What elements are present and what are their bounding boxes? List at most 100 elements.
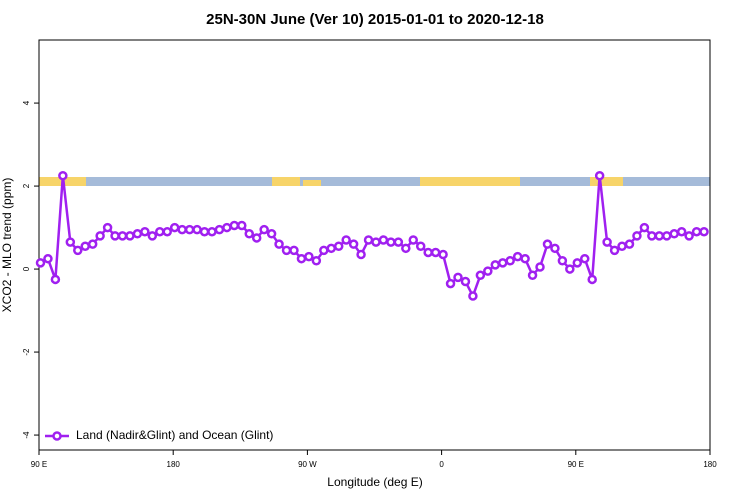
data-point xyxy=(110,231,120,241)
data-point xyxy=(311,256,322,266)
data-point xyxy=(50,274,61,285)
data-point xyxy=(281,245,292,256)
data-point xyxy=(632,231,642,241)
data-point xyxy=(684,231,694,241)
data-point xyxy=(102,222,113,233)
data-point xyxy=(95,231,105,241)
data-point xyxy=(647,231,657,241)
data-point xyxy=(699,226,709,237)
y-tick-label: 0 xyxy=(22,266,31,271)
data-point xyxy=(199,226,210,237)
data-point xyxy=(415,241,426,251)
data-point xyxy=(565,264,575,274)
plot-frame xyxy=(38,39,711,451)
data-point xyxy=(542,239,553,249)
data-point xyxy=(169,222,180,233)
land-ocean-strip xyxy=(39,177,710,186)
data-point xyxy=(662,231,672,241)
data-point xyxy=(490,260,501,270)
x-tick-label: 180 xyxy=(167,460,181,469)
data-point xyxy=(177,224,187,235)
data-point xyxy=(155,226,165,237)
data-point xyxy=(617,241,627,251)
data-point xyxy=(251,233,262,243)
data-point xyxy=(497,258,508,268)
x-tick-label: 180 xyxy=(703,460,717,469)
data-point xyxy=(132,229,143,239)
data-point xyxy=(572,258,583,268)
data-point xyxy=(266,229,277,239)
data-point xyxy=(58,170,68,181)
data-point xyxy=(505,256,515,266)
data-point xyxy=(512,251,523,262)
data-point xyxy=(386,237,396,247)
data-point xyxy=(460,276,471,287)
data-point xyxy=(602,237,612,247)
data-point xyxy=(244,229,254,239)
y-axis-label: XCO2 - MLO trend (ppm) xyxy=(0,178,14,313)
y-tick-label: -2 xyxy=(22,348,31,356)
data-point xyxy=(691,226,702,237)
data-point xyxy=(624,239,635,249)
data-point xyxy=(356,249,366,260)
data-point xyxy=(43,253,53,264)
y-tick-label: 4 xyxy=(22,100,31,105)
data-point xyxy=(475,270,486,281)
data-point xyxy=(140,226,150,237)
legend-marker xyxy=(52,431,62,441)
y-tick-label: -4 xyxy=(22,431,31,439)
chart-title: 25N-30N June (Ver 10) 2015-01-01 to 2020… xyxy=(206,11,544,28)
data-point xyxy=(147,231,158,241)
data-point xyxy=(609,245,620,256)
data-point xyxy=(117,231,128,241)
data-point xyxy=(550,243,560,254)
data-point xyxy=(73,245,83,256)
data-point xyxy=(579,253,590,264)
data-point xyxy=(393,237,404,247)
data-point xyxy=(229,220,240,231)
data-point xyxy=(87,239,98,249)
data-point xyxy=(669,229,679,239)
data-point xyxy=(654,231,665,241)
data-point xyxy=(348,239,359,249)
data-point xyxy=(371,237,381,247)
x-tick-label: 90 E xyxy=(31,460,47,469)
data-point xyxy=(319,245,329,256)
data-point xyxy=(535,262,545,272)
data-point xyxy=(80,241,90,251)
data-point xyxy=(401,243,411,254)
data-point xyxy=(326,243,337,254)
data-point xyxy=(162,226,172,237)
data-point xyxy=(333,241,344,251)
data-point xyxy=(557,256,568,266)
data-point xyxy=(192,224,202,235)
data-point xyxy=(676,226,687,237)
x-tick-label: 0 xyxy=(439,460,444,469)
data-point xyxy=(520,253,530,264)
data-point xyxy=(468,291,478,301)
data-point xyxy=(639,222,650,233)
x-tick-label: 90 W xyxy=(298,460,317,469)
data-point xyxy=(296,253,307,264)
data-point xyxy=(237,220,247,231)
legend-label: Land (Nadir&Glint) and Ocean (Glint) xyxy=(76,428,273,442)
data-point xyxy=(289,245,299,256)
data-point xyxy=(378,235,389,245)
data-point xyxy=(35,258,46,268)
x-tick-label: 90 E xyxy=(568,460,584,469)
data-point xyxy=(222,222,232,233)
data-point xyxy=(483,266,493,276)
data-point xyxy=(363,235,374,245)
data-point xyxy=(274,239,284,249)
data-point xyxy=(594,170,605,181)
x-axis-label: Longitude (deg E) xyxy=(327,475,422,489)
data-point xyxy=(453,272,463,283)
data-point xyxy=(259,224,269,235)
data-point xyxy=(214,224,225,235)
data-point xyxy=(65,237,76,247)
data-point xyxy=(445,278,456,289)
data-point xyxy=(438,249,448,260)
data-point xyxy=(125,231,135,241)
data-point xyxy=(430,247,441,258)
